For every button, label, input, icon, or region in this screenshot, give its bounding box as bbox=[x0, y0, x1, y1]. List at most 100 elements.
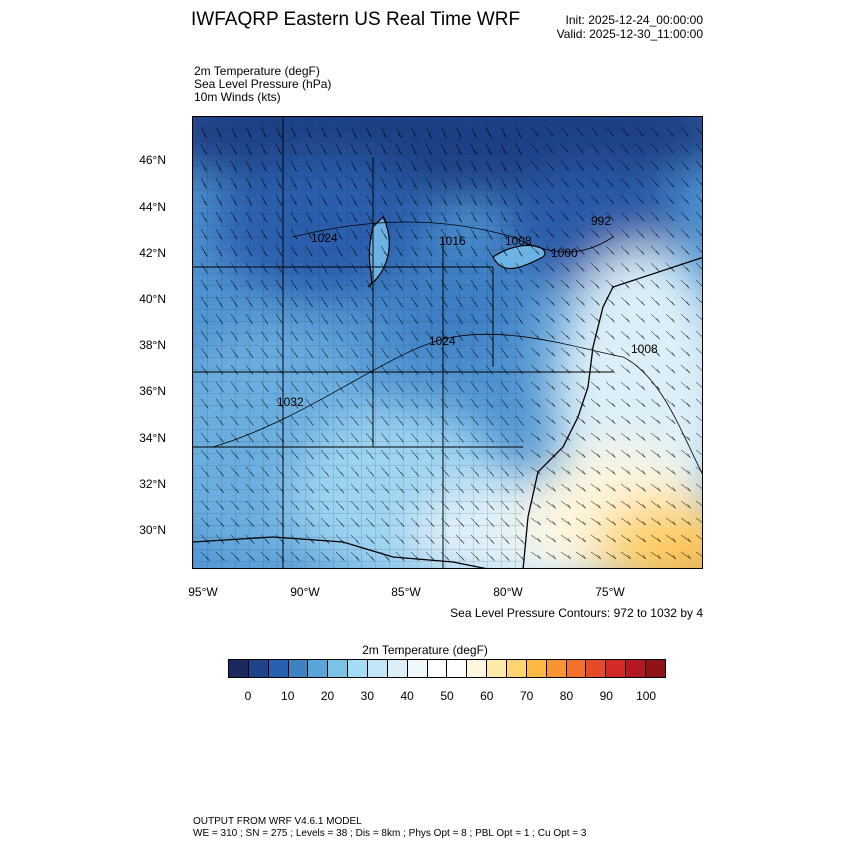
wind-barb bbox=[665, 449, 676, 458]
wind-barb bbox=[485, 415, 494, 426]
wind-barb bbox=[230, 228, 238, 240]
wind-barb bbox=[410, 483, 420, 494]
wind-barb bbox=[650, 245, 660, 255]
wind-barb bbox=[395, 500, 405, 511]
wind-barb bbox=[305, 160, 313, 172]
wind-barb bbox=[620, 415, 631, 424]
wind-barb bbox=[500, 500, 510, 511]
wind-barb bbox=[230, 466, 239, 477]
wind-barb bbox=[425, 177, 433, 189]
wind-barb bbox=[290, 126, 297, 138]
wind-barb bbox=[380, 126, 387, 138]
colorbar-swatch bbox=[566, 660, 587, 677]
wind-barb bbox=[635, 262, 645, 272]
wind-barb bbox=[695, 466, 702, 473]
wind-barb bbox=[290, 330, 299, 341]
wind-barb bbox=[260, 262, 268, 274]
wind-barb bbox=[245, 245, 253, 257]
wind-barb bbox=[275, 313, 284, 325]
wind-barb bbox=[590, 330, 600, 340]
colorbar-label: 50 bbox=[440, 689, 454, 703]
wind-barb bbox=[350, 279, 358, 291]
wind-barb bbox=[200, 466, 209, 477]
wind-barb bbox=[305, 483, 315, 494]
wind-barb bbox=[515, 126, 522, 138]
wind-barb bbox=[320, 160, 328, 172]
wind-barb bbox=[365, 415, 374, 426]
pressure-label: 1008 bbox=[631, 342, 658, 356]
wind-barb bbox=[605, 228, 615, 238]
wind-barb bbox=[320, 551, 330, 561]
wind-barb bbox=[395, 296, 403, 308]
wind-barb bbox=[305, 296, 313, 308]
wind-barb bbox=[200, 262, 208, 274]
wind-barb bbox=[665, 432, 676, 441]
wind-barb bbox=[350, 534, 360, 544]
wind-barb bbox=[695, 483, 702, 489]
wind-barb bbox=[320, 398, 329, 409]
wind-barb bbox=[665, 143, 674, 154]
wind-barb bbox=[275, 398, 284, 409]
wind-barb bbox=[680, 500, 691, 509]
wind-barb bbox=[590, 500, 601, 509]
wind-barb bbox=[665, 534, 676, 543]
wind-barb bbox=[680, 262, 690, 272]
colorbar-title: 2m Temperature (degF) bbox=[362, 643, 488, 657]
wind-barb bbox=[425, 245, 433, 257]
wind-barb bbox=[215, 194, 223, 206]
wind-barb bbox=[320, 347, 329, 358]
wind-barb bbox=[245, 228, 253, 240]
wind-barb bbox=[350, 262, 358, 274]
wind-barb bbox=[605, 126, 614, 137]
wind-barb bbox=[305, 211, 313, 223]
wind-barb bbox=[515, 296, 523, 308]
lat-label: 40°N bbox=[139, 292, 166, 306]
wind-barb bbox=[620, 534, 631, 543]
wind-barb bbox=[470, 432, 479, 443]
wind-barb bbox=[575, 143, 584, 154]
wind-barb bbox=[425, 313, 434, 325]
wind-barb bbox=[200, 313, 209, 325]
colorbar-swatch bbox=[348, 660, 369, 677]
wind-barb bbox=[695, 160, 702, 169]
wind-barb bbox=[590, 279, 600, 289]
wind-barb bbox=[605, 415, 616, 424]
wind-barb bbox=[305, 449, 314, 460]
wind-barb bbox=[680, 228, 690, 238]
wind-barb bbox=[650, 534, 661, 543]
wind-barb bbox=[200, 245, 208, 257]
pressure-label: 1032 bbox=[277, 395, 304, 409]
wind-barb bbox=[455, 364, 464, 375]
wind-barb bbox=[545, 279, 555, 289]
wind-barb bbox=[200, 551, 210, 561]
wind-barb bbox=[320, 211, 328, 223]
wind-barb bbox=[635, 500, 646, 509]
wind-barb bbox=[350, 245, 358, 257]
wind-barb bbox=[545, 449, 556, 458]
wind-barb bbox=[470, 381, 479, 392]
wind-barb bbox=[350, 143, 357, 155]
wind-barb bbox=[305, 177, 313, 189]
wind-barb bbox=[215, 143, 222, 155]
wind-barb bbox=[665, 466, 676, 475]
wind-barb bbox=[470, 211, 478, 223]
wind-barb bbox=[665, 296, 675, 306]
wind-barb bbox=[440, 262, 448, 274]
wind-barb bbox=[365, 228, 373, 240]
wind-barb bbox=[500, 330, 509, 341]
wind-barb bbox=[635, 330, 645, 340]
wind-barb bbox=[530, 160, 539, 171]
wind-barb bbox=[425, 466, 434, 477]
wind-barb bbox=[605, 517, 616, 526]
wind-barb bbox=[545, 551, 556, 560]
wind-barb bbox=[245, 517, 255, 528]
wind-barb bbox=[665, 483, 676, 492]
wind-barb bbox=[650, 483, 661, 492]
colorbar-swatch bbox=[248, 660, 269, 677]
wind-barb bbox=[515, 347, 524, 358]
wind-barb bbox=[350, 330, 359, 341]
wind-barb bbox=[575, 551, 586, 560]
wind-barb bbox=[635, 279, 645, 289]
wind-barb bbox=[665, 245, 675, 255]
wind-barb bbox=[440, 313, 449, 325]
